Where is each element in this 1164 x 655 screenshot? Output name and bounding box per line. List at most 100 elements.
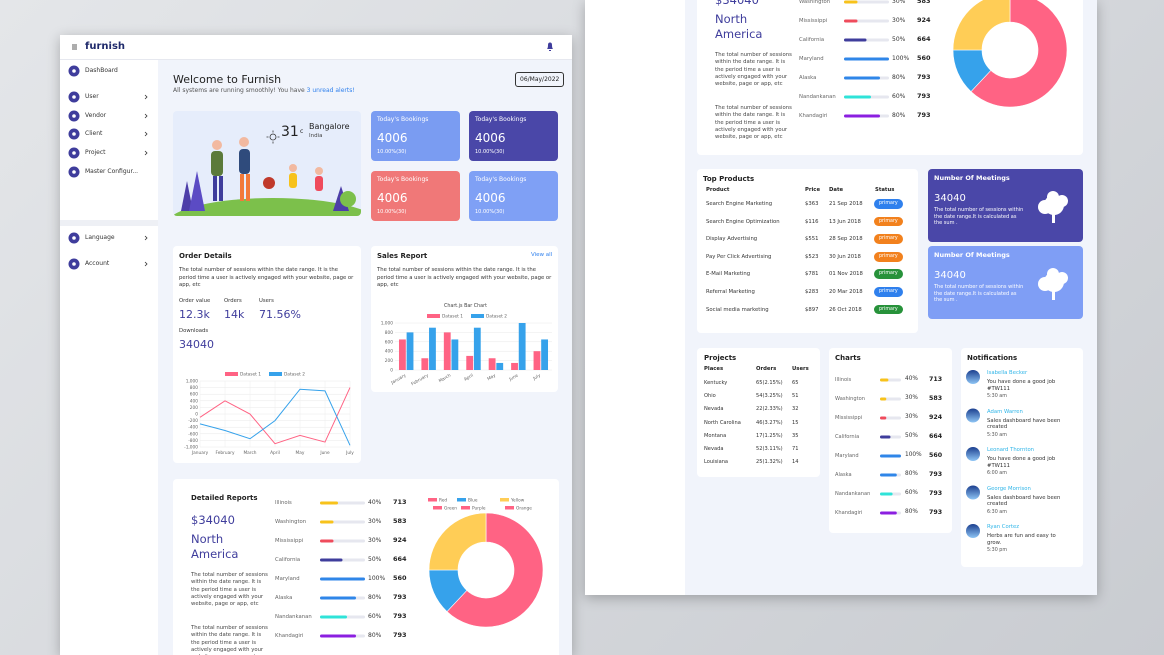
project-cell: 51 <box>792 393 799 400</box>
dashboard-window-left: 31 c Bangalore India furnish DashBoard User Ve… <box>60 35 572 655</box>
bar <box>473 327 481 370</box>
row-value: 713 <box>393 497 407 506</box>
cloud-icon <box>1038 191 1068 223</box>
chevron <box>144 131 148 137</box>
state-name: Washington <box>835 395 865 402</box>
menu-item[interactable]: User <box>85 93 99 100</box>
bell-icon[interactable] <box>547 42 553 52</box>
cloud-stem <box>1052 288 1055 300</box>
donut-slice <box>446 512 544 628</box>
row-value: 664 <box>917 34 931 43</box>
brand-logo[interactable]: furnish <box>85 41 126 52</box>
booking-card: Today's Bookings 4006 10.00%(30) <box>469 171 558 221</box>
menu-icon-dot <box>72 236 76 240</box>
legend-swatch <box>500 498 509 502</box>
notification-name[interactable]: Ryan Cortez <box>987 524 1020 530</box>
legend-label: Purple <box>472 505 486 511</box>
percent-label: 30% <box>905 395 918 401</box>
notification-name[interactable]: Isabella Becker <box>987 370 1028 376</box>
state-name: California <box>275 556 301 563</box>
notification-message: Sales dashboard have been created <box>987 417 1061 431</box>
percent-label: 30% <box>368 518 382 525</box>
state-name: Khandagiri <box>835 509 863 516</box>
meetings-card: Number Of Meetings 34040 The total number … <box>928 169 1083 242</box>
product-cell: 01 Nov 2018 <box>829 271 863 278</box>
percent-label: 80% <box>892 112 906 119</box>
y-tick-label: -800 <box>188 438 198 444</box>
progress-fill <box>844 57 889 61</box>
row-value: 583 <box>929 394 943 402</box>
y-tick-label: 800 <box>190 385 198 391</box>
percent-label: 100% <box>368 575 386 582</box>
detailed-reports-card: Detailed Reports $34040 North America The t… <box>173 479 559 655</box>
bar <box>466 355 474 370</box>
row-value: 793 <box>393 630 407 639</box>
donut-slice <box>952 0 1011 51</box>
chevron <box>144 113 148 119</box>
booking-label: Today's Bookings <box>377 116 429 123</box>
menu-item[interactable]: Master Configur... <box>85 168 139 175</box>
product-cell: $551 <box>805 236 819 243</box>
progress-fill <box>880 378 889 382</box>
menu-item[interactable]: Client <box>85 130 103 137</box>
hikers-illustration <box>173 137 361 216</box>
menu-icon[interactable] <box>72 44 77 50</box>
booking-label: Today's Bookings <box>377 176 429 183</box>
y-tick-label: 800 <box>385 330 393 336</box>
menu-item[interactable]: Project <box>85 149 106 156</box>
project-cell: 14 <box>792 459 799 466</box>
percent-label: 40% <box>905 376 918 382</box>
avatars <box>966 370 980 538</box>
notifications-card: Notifications Isabella Becker You have don… <box>961 348 1083 567</box>
menu-item[interactable]: Language <box>85 234 115 241</box>
x-tick-label: March <box>243 450 256 456</box>
y-tick-label: -200 <box>188 418 198 424</box>
project-cell: 17(1.25%) <box>756 432 783 439</box>
progress-fill <box>880 416 887 420</box>
project-cell: 54(3.25%) <box>756 393 783 400</box>
progress-fill <box>844 0 858 4</box>
stat-value: 14k <box>224 308 245 321</box>
menu-item[interactable]: Account <box>85 260 110 267</box>
legend-label: Green <box>444 505 457 511</box>
status-badge: primary <box>874 199 903 209</box>
product-cell: 30 Jun 2018 <box>829 253 861 260</box>
stat-label: Downloads <box>179 328 209 334</box>
percent-label: 60% <box>892 93 906 100</box>
legend-label: Dataset 1 <box>442 314 463 320</box>
state-name: Khandagiri <box>275 632 304 639</box>
bar <box>451 339 459 370</box>
row-value: 793 <box>393 611 407 620</box>
chevron <box>144 94 148 100</box>
progress-bars <box>844 0 889 118</box>
notification-name[interactable]: George Morrison <box>987 485 1031 492</box>
card-title: Charts <box>835 354 861 362</box>
state-name: Maryland <box>835 452 859 459</box>
state-name: Mississippi <box>799 17 828 24</box>
product-cell: Search Engine Optimization <box>706 218 780 225</box>
product-cell: 28 Sep 2018 <box>829 236 863 243</box>
bar <box>421 358 429 370</box>
meetings-description: The total number of sessions within the … <box>934 284 1024 303</box>
bar <box>429 327 436 370</box>
notification-name[interactable]: Adam Warren <box>987 408 1023 415</box>
alert-link[interactable]: 3 unread alerts! <box>306 87 355 94</box>
status-badge: primary <box>874 304 903 315</box>
avatar <box>966 524 980 538</box>
percent-label: 30% <box>905 414 918 420</box>
row-value: 583 <box>393 516 407 525</box>
sales-report-card: Sales Report View all The total number of … <box>371 246 558 392</box>
cloud-blob <box>1038 200 1052 214</box>
progress-fill <box>320 520 334 524</box>
notification-name[interactable]: Leonard Thornton <box>987 447 1035 453</box>
product-cell: $363 <box>805 201 819 207</box>
column-header: Status <box>875 187 895 193</box>
view-all-link[interactable]: View all <box>531 252 553 258</box>
booking-value: 4006 <box>475 191 506 205</box>
row-value: 924 <box>393 535 407 544</box>
donut-chart: Red Blue Yellow Green Purple Orange <box>428 497 544 628</box>
row-value: 583 <box>917 0 931 5</box>
menu-item[interactable]: Vendor <box>85 112 107 119</box>
sidebar <box>585 0 685 595</box>
menu-item[interactable]: DashBoard <box>85 67 118 74</box>
